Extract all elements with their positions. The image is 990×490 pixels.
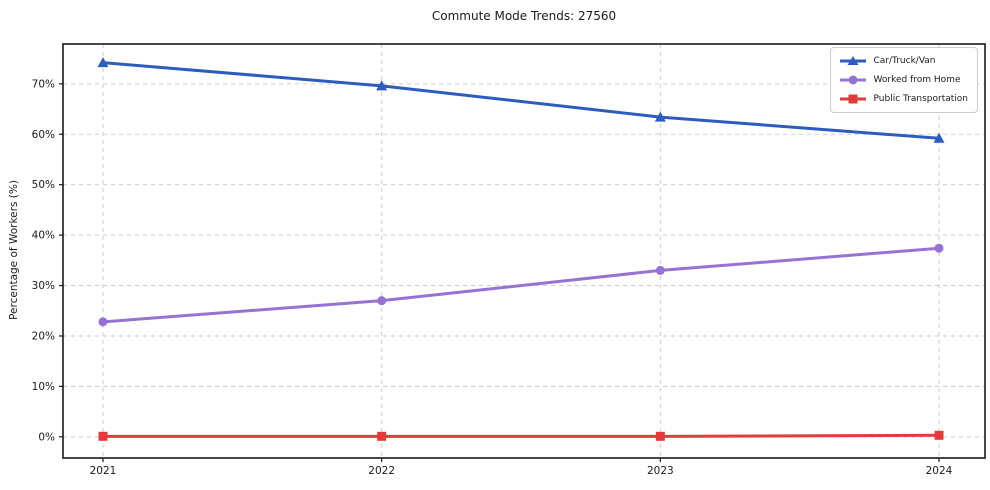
legend-label: Public Transportation <box>873 94 968 104</box>
marker-triangle-car-truck-van <box>376 80 388 91</box>
series-line-car-truck-van <box>102 61 940 140</box>
marker-circle-worked-from-home <box>98 317 108 327</box>
legend-sample-car-truck-van <box>839 56 866 65</box>
marker-square-public-transportation <box>98 431 108 441</box>
legend-label: Car/Truck/Van <box>873 56 936 66</box>
plot-frame <box>62 43 986 459</box>
x-tick-label: 2022 <box>368 465 395 477</box>
y-tick-label: 40% <box>32 230 55 242</box>
x-tick-label: 2021 <box>90 465 117 477</box>
legend-item: Worked from Home <box>838 72 968 88</box>
x-tick-label: 2024 <box>926 465 953 477</box>
marker-triangle-car-truck-van <box>933 132 945 143</box>
legend-item: Public Transportation <box>838 91 968 107</box>
legend-sample-public-transportation <box>839 94 866 104</box>
marker-circle-worked-from-home <box>377 296 387 306</box>
legend-item: Car/Truck/Van <box>838 53 968 69</box>
series-line-public-transportation <box>103 433 940 438</box>
legend-marker-triangle-icon <box>847 56 859 65</box>
legend: Car/Truck/Van Worked from Home Public Tr… <box>829 47 978 113</box>
marker-triangle-car-truck-van <box>97 57 109 68</box>
legend-sample-worked-from-home <box>839 75 866 85</box>
legend-marker-circle-icon <box>848 75 858 85</box>
legend-marker-square-icon <box>848 94 858 104</box>
marker-triangle-car-truck-van <box>654 111 666 122</box>
y-tick-label: 0% <box>38 431 55 443</box>
series-line-worked-from-home <box>102 246 940 324</box>
marker-square-public-transportation <box>934 430 944 440</box>
legend-label: Worked from Home <box>873 75 961 85</box>
x-tick-label: 2023 <box>647 465 674 477</box>
marker-circle-worked-from-home <box>934 243 944 253</box>
y-tick-label: 50% <box>32 179 55 191</box>
y-tick-label: 20% <box>32 330 55 342</box>
y-tick-label: 30% <box>32 280 55 292</box>
y-tick-label: 60% <box>32 129 55 141</box>
y-tick-label: 70% <box>32 78 55 90</box>
marker-square-public-transportation <box>377 431 387 441</box>
marker-circle-worked-from-home <box>655 265 665 275</box>
y-tick-label: 10% <box>32 381 55 393</box>
chart-title: Commute Mode Trends: 27560 <box>431 9 617 23</box>
marker-square-public-transportation <box>655 431 665 441</box>
